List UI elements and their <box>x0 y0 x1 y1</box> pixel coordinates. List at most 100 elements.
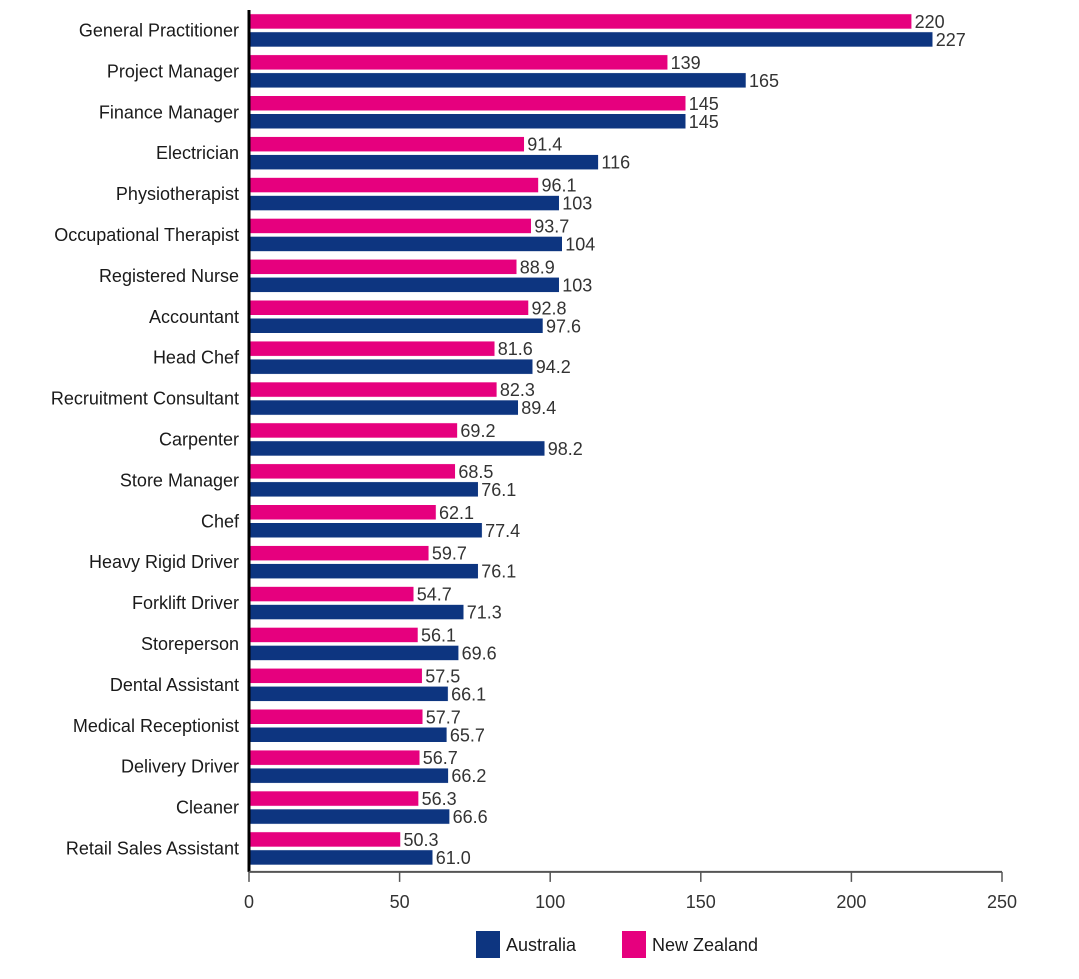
value-label-australia: 61.0 <box>436 848 471 868</box>
bar-australia <box>248 645 459 661</box>
value-label-new-zealand: 68.5 <box>458 462 493 482</box>
bar-new-zealand <box>248 709 424 725</box>
value-label-australia: 165 <box>749 71 779 91</box>
x-axis-ticks: 0 50 100 150 200 250 <box>244 871 1017 912</box>
value-label-new-zealand: 82.3 <box>500 380 535 400</box>
bar-australia <box>248 686 449 702</box>
value-label-new-zealand: 57.7 <box>426 707 461 727</box>
x-tick-label: 200 <box>836 892 866 912</box>
category-label: Project Manager <box>107 61 239 81</box>
bar-new-zealand <box>248 545 430 561</box>
bar-new-zealand <box>248 54 668 71</box>
legend-swatch-new-zealand <box>622 931 646 958</box>
bar-australia <box>248 563 479 579</box>
category-label: Storeperson <box>141 634 239 654</box>
bar-new-zealand <box>248 749 421 766</box>
category-labels: General Practitioner Project Manager Finan… <box>51 20 240 858</box>
x-tick-label: 100 <box>535 892 565 912</box>
bar-australia <box>248 154 599 170</box>
value-label-new-zealand: 59.7 <box>432 544 467 564</box>
value-label-australia: 98.2 <box>548 439 583 459</box>
category-label: Medical Receptionist <box>73 716 239 736</box>
value-label-new-zealand: 220 <box>915 12 945 32</box>
value-label-new-zealand: 50.3 <box>404 830 439 850</box>
value-label-australia: 116 <box>601 153 630 173</box>
bar-new-zealand <box>248 790 419 807</box>
category-label: Occupational Therapist <box>54 225 239 245</box>
value-label-australia: 103 <box>562 275 592 295</box>
category-label: Delivery Driver <box>121 757 239 777</box>
value-labels: 22022713916514514591.411696.110393.71048… <box>404 12 966 868</box>
category-label: Accountant <box>149 307 239 327</box>
legend-label-new-zealand: New Zealand <box>652 935 758 955</box>
bar-australia <box>248 358 533 375</box>
bar-new-zealand <box>248 668 423 684</box>
bars-group <box>248 13 933 866</box>
bar-new-zealand <box>248 627 419 643</box>
category-label: Registered Nurse <box>99 266 239 286</box>
x-tick-label: 150 <box>686 892 716 912</box>
legend-label-australia: Australia <box>506 935 577 955</box>
x-tick-label: 50 <box>390 892 410 912</box>
value-label-new-zealand: 56.7 <box>423 748 458 768</box>
bar-new-zealand <box>248 504 437 520</box>
bar-new-zealand <box>248 13 912 30</box>
category-label: Electrician <box>156 143 239 163</box>
bar-new-zealand <box>248 340 496 357</box>
bar-australia <box>248 318 544 334</box>
category-label: Recruitment Consultant <box>51 389 239 409</box>
category-label: Retail Sales Assistant <box>66 838 239 858</box>
value-label-new-zealand: 62.1 <box>439 503 474 523</box>
value-label-australia: 65.7 <box>450 725 485 745</box>
value-label-australia: 66.1 <box>451 684 486 704</box>
value-label-new-zealand: 139 <box>671 53 701 73</box>
value-label-australia: 227 <box>936 30 966 50</box>
bar-new-zealand <box>248 300 529 316</box>
value-label-new-zealand: 96.1 <box>541 176 576 196</box>
bar-australia <box>248 440 546 457</box>
category-label: Dental Assistant <box>110 675 239 695</box>
category-label: Forklift Driver <box>132 593 239 613</box>
bar-australia <box>248 72 747 89</box>
bar-australia <box>248 604 465 620</box>
value-label-australia: 94.2 <box>536 357 571 377</box>
value-label-new-zealand: 56.1 <box>421 625 456 645</box>
category-label: Carpenter <box>159 429 239 449</box>
bar-new-zealand <box>248 218 532 234</box>
bar-australia <box>248 767 449 784</box>
bar-new-zealand <box>248 463 456 480</box>
x-tick-label: 0 <box>244 892 254 912</box>
category-label: Head Chef <box>153 348 240 368</box>
value-label-new-zealand: 81.6 <box>498 339 533 359</box>
bar-new-zealand <box>248 136 525 152</box>
bar-australia <box>248 522 483 538</box>
bar-australia <box>248 849 433 866</box>
x-tick-label: 250 <box>987 892 1017 912</box>
bar-new-zealand <box>248 831 401 848</box>
value-label-new-zealand: 88.9 <box>520 257 555 277</box>
value-label-australia: 66.2 <box>451 766 486 786</box>
value-label-australia: 76.1 <box>481 480 516 500</box>
bar-australia <box>248 195 560 211</box>
category-label: Heavy Rigid Driver <box>89 552 239 572</box>
value-label-australia: 66.6 <box>453 807 488 827</box>
bar-new-zealand <box>248 177 539 193</box>
value-label-new-zealand: 91.4 <box>527 135 562 155</box>
category-label: Chef <box>201 511 240 531</box>
value-label-australia: 71.3 <box>467 603 502 623</box>
legend-swatch-australia <box>476 931 500 958</box>
bar-australia <box>248 31 933 48</box>
value-label-new-zealand: 57.5 <box>425 666 460 686</box>
value-label-new-zealand: 145 <box>689 94 719 114</box>
bar-australia <box>248 727 448 743</box>
value-label-australia: 103 <box>562 194 592 214</box>
value-label-australia: 104 <box>565 234 595 254</box>
value-label-new-zealand: 93.7 <box>534 216 569 236</box>
bar-australia <box>248 399 519 416</box>
value-label-new-zealand: 56.3 <box>422 789 457 809</box>
value-label-australia: 145 <box>689 112 719 132</box>
value-label-australia: 69.6 <box>462 643 497 663</box>
category-label: General Practitioner <box>79 20 239 40</box>
value-label-new-zealand: 69.2 <box>460 421 495 441</box>
